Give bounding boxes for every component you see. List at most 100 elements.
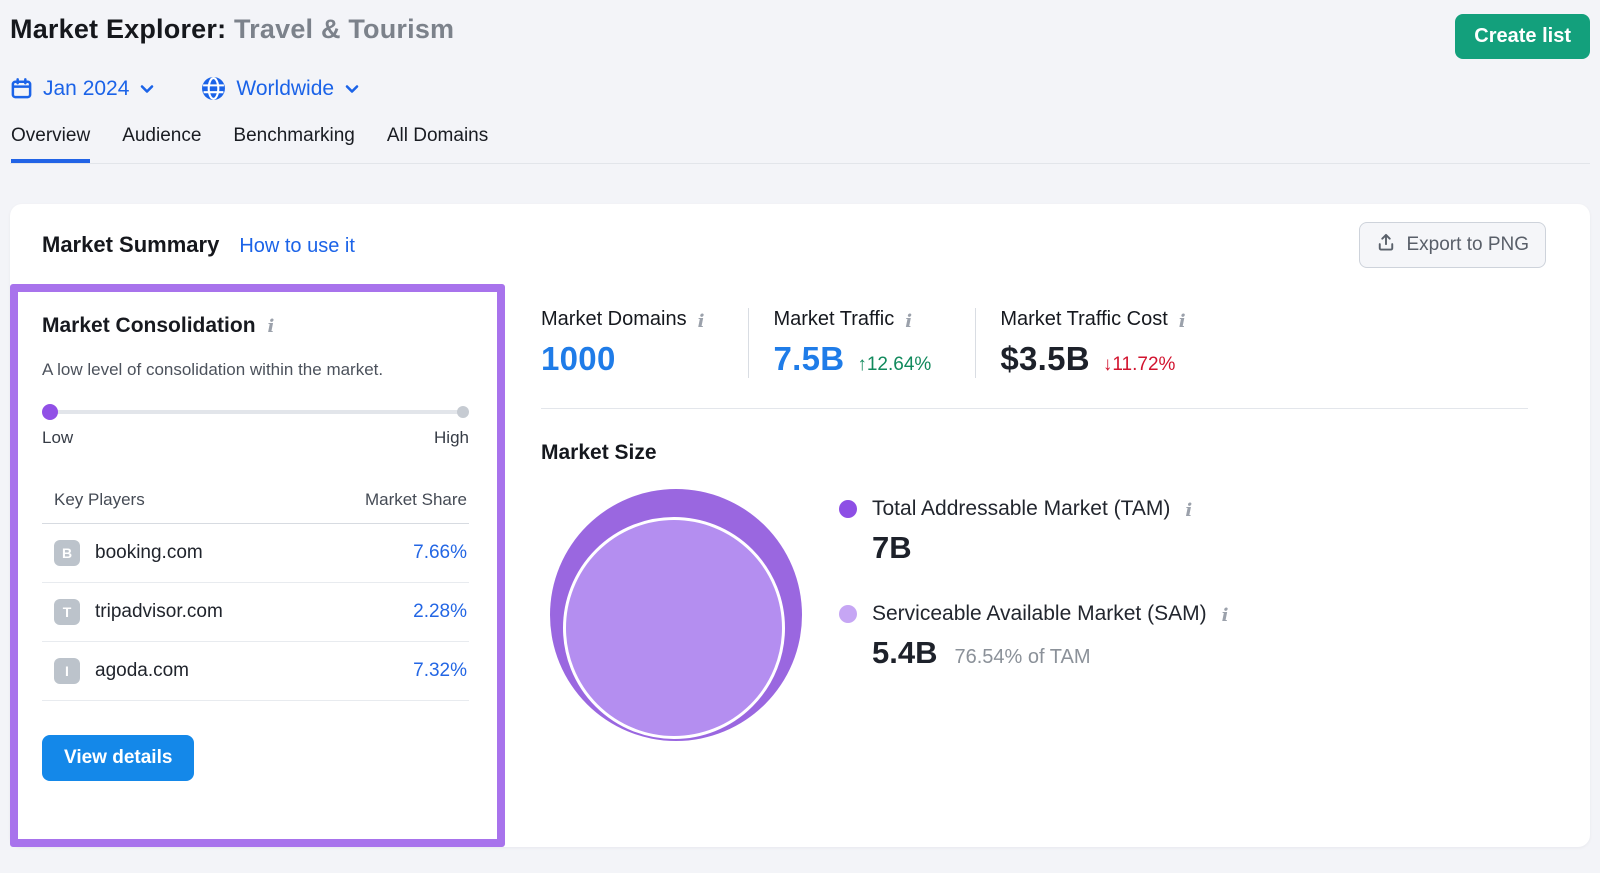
market-share-value[interactable]: 7.32% bbox=[413, 660, 467, 682]
region-selector[interactable]: Worldwide bbox=[201, 76, 360, 101]
domain-name: agoda.com bbox=[95, 660, 189, 682]
metric-market-domains: Market Domains i 1000 bbox=[541, 308, 748, 378]
metric-label-row: Market Traffic i bbox=[773, 308, 931, 331]
info-icon[interactable]: i bbox=[1179, 309, 1186, 331]
metric-label-row: Market Traffic Cost i bbox=[1000, 308, 1185, 331]
metric-market-traffic-cost: Market Traffic Cost i $3.5B ↓11.72% bbox=[975, 308, 1229, 378]
metrics-row: Market Domains i 1000 Market Traffic i bbox=[541, 308, 1528, 378]
market-consolidation-panel: Market Consolidation i A low level of co… bbox=[10, 284, 505, 847]
page: Market Explorer: Travel & Tourism Create… bbox=[0, 0, 1600, 847]
upload-icon bbox=[1376, 232, 1396, 258]
legend-head: Serviceable Available Market (SAM) i bbox=[839, 602, 1228, 626]
create-list-button[interactable]: Create list bbox=[1455, 14, 1590, 59]
table-row[interactable]: I agoda.com 7.32% bbox=[42, 642, 469, 701]
metric-market-traffic: Market Traffic i 7.5B ↑12.64% bbox=[748, 308, 975, 378]
metric-change-down: ↓11.72% bbox=[1103, 354, 1176, 376]
market-share-value[interactable]: 7.66% bbox=[413, 542, 467, 564]
tam-dot-icon bbox=[839, 500, 857, 518]
market-summary-card: Market Summary How to use it Export to P… bbox=[10, 204, 1590, 847]
metric-value-row: 1000 bbox=[541, 340, 704, 378]
tab-bar: Overview Audience Benchmarking All Domai… bbox=[10, 125, 1590, 164]
sam-label: Serviceable Available Market (SAM) bbox=[872, 602, 1207, 626]
favicon-badge: I bbox=[54, 658, 80, 684]
page-title-subtitle: Travel & Tourism bbox=[234, 14, 454, 44]
tam-value: 7B bbox=[872, 530, 912, 566]
tam-label: Total Addressable Market (TAM) bbox=[872, 497, 1170, 521]
metric-label: Market Domains bbox=[541, 308, 687, 331]
slider-track bbox=[44, 410, 467, 414]
market-overview-column: Market Domains i 1000 Market Traffic i bbox=[505, 284, 1590, 847]
filters-row: Jan 2024 Worldwide bbox=[10, 76, 1590, 101]
calendar-icon bbox=[10, 77, 33, 100]
page-header: Market Explorer: Travel & Tourism Create… bbox=[10, 14, 1590, 59]
consolidation-title-row: Market Consolidation i bbox=[42, 314, 469, 338]
table-row[interactable]: B booking.com 7.66% bbox=[42, 524, 469, 583]
metric-label-row: Market Domains i bbox=[541, 308, 704, 331]
view-details-button[interactable]: View details bbox=[42, 735, 194, 781]
legend-item-tam: Total Addressable Market (TAM) i 7B bbox=[839, 497, 1228, 566]
export-to-png-button[interactable]: Export to PNG bbox=[1359, 222, 1547, 268]
export-to-png-label: Export to PNG bbox=[1407, 234, 1530, 256]
key-players-table: Key Players Market Share B booking.com 7… bbox=[42, 490, 469, 701]
consolidation-title: Market Consolidation bbox=[42, 314, 256, 338]
how-to-use-link[interactable]: How to use it bbox=[239, 235, 355, 258]
column-key-players: Key Players bbox=[54, 490, 145, 510]
info-icon[interactable]: i bbox=[268, 314, 275, 336]
key-players-header: Key Players Market Share bbox=[42, 490, 469, 524]
card-header-left: Market Summary How to use it bbox=[42, 232, 355, 258]
tab-overview[interactable]: Overview bbox=[11, 125, 90, 163]
info-icon[interactable]: i bbox=[1222, 603, 1229, 625]
sam-value: 5.4B bbox=[872, 635, 937, 671]
sam-percent-of-tam: 76.54% of TAM bbox=[954, 646, 1090, 669]
column-market-share: Market Share bbox=[365, 490, 467, 510]
legend-value-row: 7B bbox=[872, 530, 1228, 566]
card-title: Market Summary bbox=[42, 232, 219, 258]
page-title-main: Market Explorer: bbox=[10, 14, 226, 44]
metric-label: Market Traffic bbox=[773, 308, 894, 331]
tab-all-domains[interactable]: All Domains bbox=[387, 125, 488, 163]
consolidation-slider bbox=[42, 404, 469, 419]
globe-icon bbox=[201, 76, 226, 101]
market-size-legend: Total Addressable Market (TAM) i 7B Serv… bbox=[839, 487, 1228, 749]
info-icon[interactable]: i bbox=[698, 309, 705, 331]
info-icon[interactable]: i bbox=[1185, 498, 1192, 520]
metric-value-row: $3.5B ↓11.72% bbox=[1000, 340, 1185, 378]
region-selector-label: Worldwide bbox=[236, 77, 334, 101]
date-selector[interactable]: Jan 2024 bbox=[10, 77, 155, 101]
chevron-down-icon bbox=[139, 81, 155, 97]
metric-change-up: ↑12.64% bbox=[857, 354, 931, 376]
market-share-value[interactable]: 2.28% bbox=[413, 601, 467, 623]
legend-value-row: 5.4B 76.54% of TAM bbox=[872, 635, 1228, 671]
favicon-badge: B bbox=[54, 540, 80, 566]
market-size-title: Market Size bbox=[541, 441, 1528, 465]
metric-label: Market Traffic Cost bbox=[1000, 308, 1167, 331]
date-selector-label: Jan 2024 bbox=[43, 77, 129, 101]
page-title: Market Explorer: Travel & Tourism bbox=[10, 14, 454, 45]
legend-item-sam: Serviceable Available Market (SAM) i 5.4… bbox=[839, 602, 1228, 671]
chevron-down-icon bbox=[344, 81, 360, 97]
slider-thumb-high bbox=[457, 406, 469, 418]
tab-audience[interactable]: Audience bbox=[122, 125, 201, 163]
market-size-section: Total Addressable Market (TAM) i 7B Serv… bbox=[541, 487, 1528, 749]
legend-head: Total Addressable Market (TAM) i bbox=[839, 497, 1228, 521]
slider-labels: Low High bbox=[42, 428, 469, 448]
metrics-divider bbox=[541, 408, 1528, 409]
domain-name: tripadvisor.com bbox=[95, 601, 223, 623]
slider-label-low: Low bbox=[42, 428, 73, 448]
tam-sam-venn-chart bbox=[541, 487, 813, 749]
metric-value: 1000 bbox=[541, 340, 616, 378]
card-body: Market Consolidation i A low level of co… bbox=[10, 284, 1590, 847]
metric-value-row: 7.5B ↑12.64% bbox=[773, 340, 931, 378]
sam-circle bbox=[563, 517, 785, 739]
consolidation-description: A low level of consolidation within the … bbox=[42, 360, 469, 380]
domain-name: booking.com bbox=[95, 542, 203, 564]
favicon-badge: T bbox=[54, 599, 80, 625]
table-row[interactable]: T tripadvisor.com 2.28% bbox=[42, 583, 469, 642]
sam-dot-icon bbox=[839, 605, 857, 623]
metric-value: $3.5B bbox=[1000, 340, 1090, 378]
metric-value: 7.5B bbox=[773, 340, 844, 378]
slider-label-high: High bbox=[434, 428, 469, 448]
card-header: Market Summary How to use it Export to P… bbox=[10, 204, 1590, 284]
info-icon[interactable]: i bbox=[905, 309, 912, 331]
tab-benchmarking[interactable]: Benchmarking bbox=[233, 125, 354, 163]
